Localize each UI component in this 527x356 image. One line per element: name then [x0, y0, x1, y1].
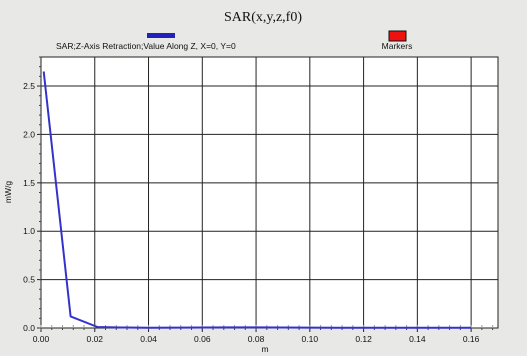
x-tick-label: 0.12: [355, 334, 372, 344]
legend-label-series: SAR;Z-Axis Retraction;Value Along Z, X=0…: [56, 41, 236, 51]
x-tick-label: 0.10: [302, 334, 319, 344]
plot-area: [40, 56, 499, 329]
x-tick-label: 0.04: [140, 334, 157, 344]
legend-label-markers: Markers: [382, 41, 413, 51]
y-tick-label: 2.5: [23, 81, 35, 91]
y-tick-label: 1.0: [23, 226, 35, 236]
y-tick-label: 0.5: [23, 275, 35, 285]
x-tick-label: 0.00: [33, 334, 50, 344]
x-tick-label: 0.02: [86, 334, 103, 344]
x-tick-label: 0.14: [409, 334, 426, 344]
x-tick-label: 0.08: [248, 334, 265, 344]
y-tick-label: 0.0: [23, 323, 35, 333]
legend-swatch-series: [147, 33, 175, 38]
chart-title: SAR(x,y,z,f0): [224, 10, 302, 25]
y-tick-label: 2.0: [23, 129, 35, 139]
series-line: [42, 71, 472, 329]
x-axis-label: m: [261, 344, 268, 354]
x-tick-label: 0.16: [463, 334, 480, 344]
tick-labels: 0.00 0.02 0.04 0.06 0.08 0.10 0.12 0.14 0.16 0.0 0…: [23, 81, 479, 344]
y-axis-label: mW/g: [3, 181, 13, 203]
series-layer: [42, 71, 472, 329]
grid: [41, 57, 498, 328]
x-tick-label: 0.06: [194, 334, 211, 344]
legend-swatch-markers: [388, 30, 407, 42]
y-tick-label: 1.5: [23, 178, 35, 188]
